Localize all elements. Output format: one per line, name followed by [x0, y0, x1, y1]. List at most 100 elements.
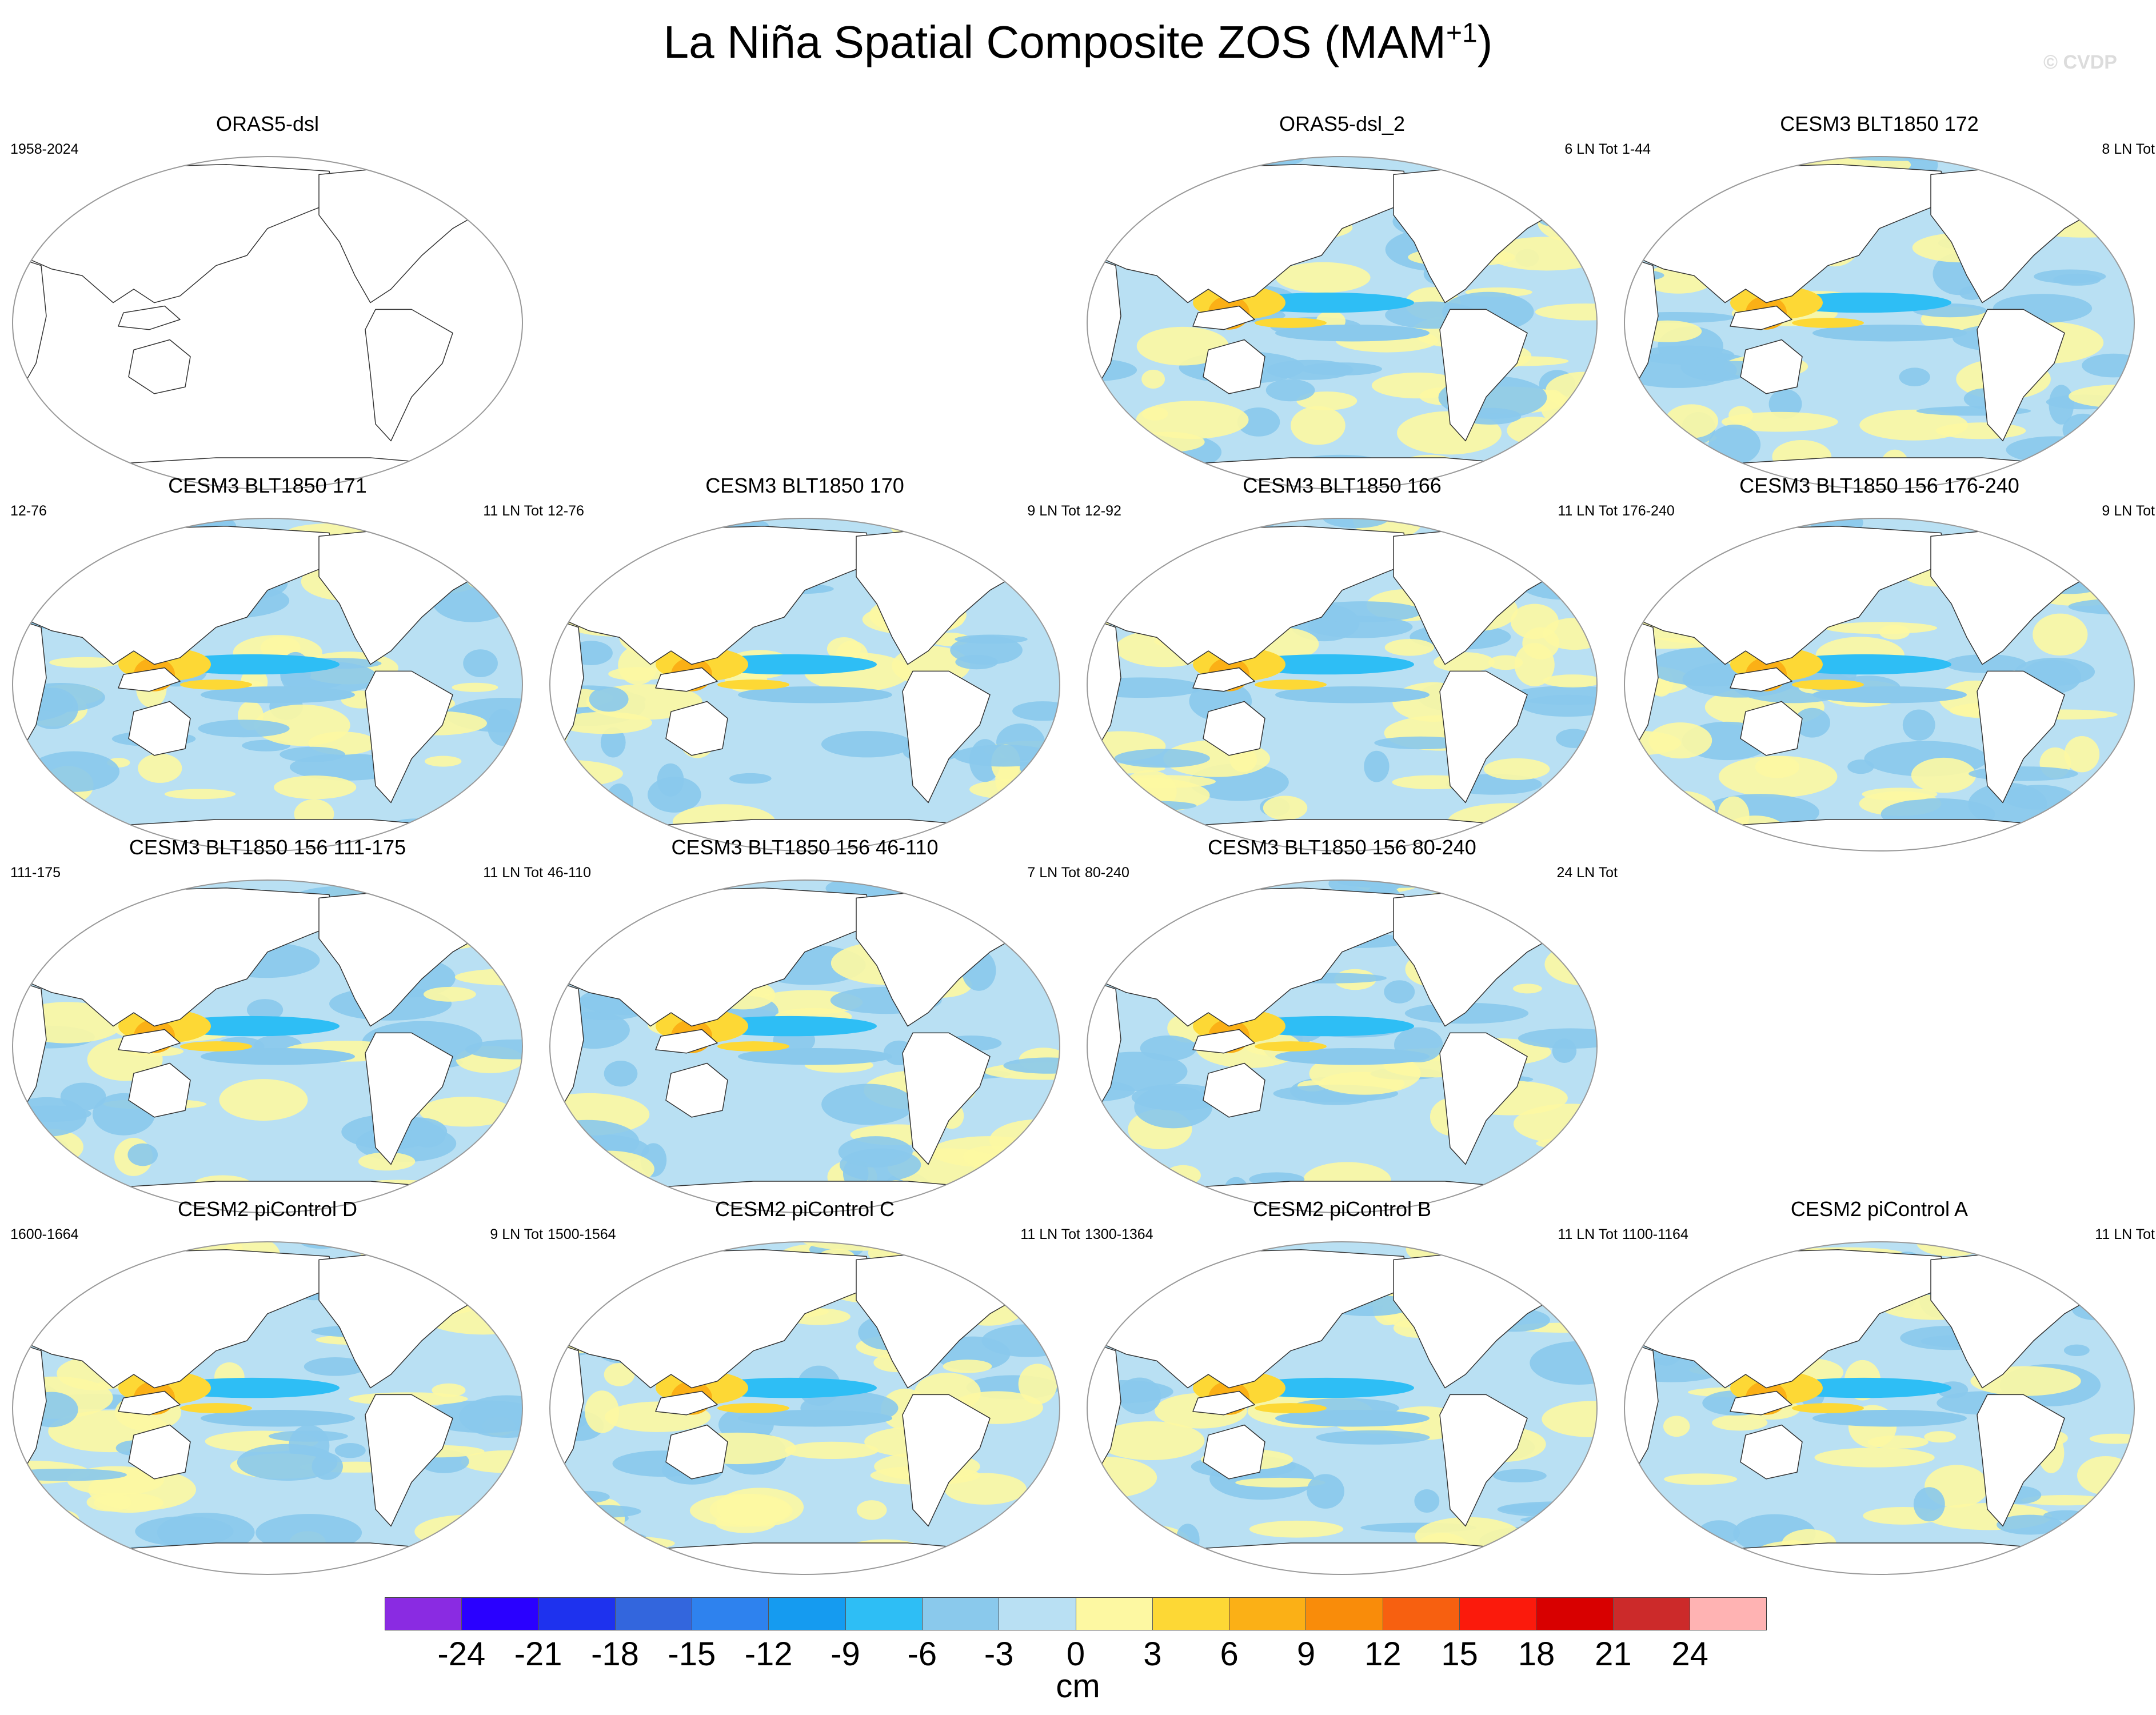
map-panel: CESM2 piControl B 1300-1364 11 LN Tot	[1085, 1197, 1618, 1575]
panel-event-count: 9 LN Tot	[2102, 503, 2155, 519]
colorbar-swatch	[1076, 1598, 1153, 1630]
map-panel: CESM3 BLT1850 166 12-92 11 LN Tot	[1085, 474, 1618, 851]
map-svg	[12, 156, 523, 490]
panel-years: 12-76	[548, 503, 584, 519]
panel-event-count: 11 LN Tot	[1558, 1226, 1618, 1242]
panel-event-count: 11 LN Tot	[1558, 503, 1618, 519]
colorbar-swatch	[999, 1598, 1076, 1630]
colorbar-tick-label: 0	[1066, 1636, 1085, 1673]
panel-event-count: 11 LN Tot	[483, 503, 543, 519]
panel-event-count: 11 LN Tot	[2095, 1226, 2155, 1242]
colorbar-swatch	[1613, 1598, 1690, 1630]
panel-title: CESM2 piControl A	[1790, 1197, 1969, 1221]
map-svg	[1624, 156, 2135, 490]
map-panel: CESM3 BLT1850 156 46-110 46-110 7 LN Tot	[548, 835, 1080, 1213]
world-map	[1085, 516, 1622, 862]
map-svg	[549, 518, 1060, 851]
panel-years: 1958-2024	[10, 141, 79, 157]
colorbar-tick-label: -9	[831, 1636, 860, 1673]
cvdp-credit: © CVDP	[2043, 51, 2117, 73]
panel-event-count: 8 LN Tot	[2102, 141, 2155, 157]
map-svg	[1087, 518, 1598, 851]
colorbar-swatch	[1383, 1598, 1460, 1630]
colorbar-tick-label: 18	[1518, 1636, 1555, 1673]
panel-event-count: 9 LN Tot	[1027, 503, 1080, 519]
panel-event-count: 11 LN Tot	[483, 865, 543, 881]
panel-title: CESM3 BLT1850 170	[705, 474, 904, 497]
panel-title: CESM2 piControl B	[1252, 1197, 1432, 1221]
colorbar-swatch	[769, 1598, 846, 1630]
colorbar-tick-label: -3	[984, 1636, 1014, 1673]
panel-title: CESM3 BLT1850 156 111-175	[129, 835, 406, 859]
world-map	[1622, 154, 2156, 501]
panel-title: CESM3 BLT1850 156 46-110	[671, 835, 939, 859]
map-panel: CESM3 BLT1850 156 176-240 176-240 9 LN Tot	[1622, 474, 2155, 851]
panel-years: 176-240	[1622, 503, 1675, 519]
panel-years: 80-240	[1085, 865, 1129, 881]
world-map	[1085, 154, 1622, 501]
world-map	[548, 516, 1085, 862]
panel-title: CESM3 BLT1850 172	[1780, 112, 1979, 135]
panel-years: 1100-1164	[1622, 1226, 1688, 1242]
map-panel: CESM3 BLT1850 156 80-240 80-240 24 LN Tot	[1085, 835, 1618, 1213]
colorbar	[385, 1597, 1767, 1630]
map-panel: CESM2 piControl C 1500-1564 11 LN Tot	[548, 1197, 1080, 1575]
world-map	[10, 516, 548, 862]
map-svg	[1087, 156, 1598, 490]
map-svg	[12, 1241, 523, 1575]
panel-event-count: 11 LN Tot	[1020, 1226, 1080, 1242]
map-svg	[1087, 880, 1598, 1213]
map-svg	[12, 518, 523, 851]
panel-title: CESM2 piControl C	[714, 1197, 895, 1221]
panel-title: CESM3 BLT1850 166	[1243, 474, 1442, 497]
world-map	[1622, 1240, 2156, 1586]
panel-title: CESM3 BLT1850 171	[168, 474, 367, 497]
world-map	[1085, 878, 1622, 1224]
panel-title: CESM3 BLT1850 156 80-240	[1208, 835, 1476, 859]
colorbar-swatch	[1459, 1598, 1537, 1630]
colorbar-tick-label: -6	[907, 1636, 937, 1673]
panel-years: 12-76	[10, 503, 47, 519]
colorbar-tick-label: -18	[591, 1636, 639, 1673]
colorbar-tick-label: 24	[1671, 1636, 1708, 1673]
panel-years: 111-175	[10, 865, 61, 881]
map-svg	[12, 880, 523, 1213]
colorbar-tick-label: -24	[437, 1636, 486, 1673]
colorbar-swatch	[615, 1598, 693, 1630]
colorbar-tick-label: 15	[1441, 1636, 1478, 1673]
world-map	[548, 1240, 1085, 1586]
colorbar-swatch	[385, 1598, 462, 1630]
panel-event-count: 9 LN Tot	[490, 1226, 543, 1242]
panel-years: 1-44	[1622, 141, 1651, 157]
colorbar-tick-label: -15	[668, 1636, 716, 1673]
panel-years: 46-110	[548, 865, 591, 881]
map-panel: CESM2 piControl D 1600-1664 9 LN Tot	[10, 1197, 543, 1575]
panel-title: CESM2 piControl D	[177, 1197, 358, 1221]
map-svg	[1624, 1241, 2135, 1575]
map-panel: CESM3 BLT1850 172 1-44 8 LN Tot	[1622, 112, 2155, 490]
map-svg	[1624, 518, 2135, 851]
colorbar-tick-label: -21	[514, 1636, 562, 1673]
figure-title: La Niña Spatial Composite ZOS (MAM+1)	[663, 17, 1493, 67]
panel-years: 1600-1664	[10, 1226, 79, 1242]
colorbar-units: cm	[1056, 1668, 1100, 1705]
colorbar-tick-label: 12	[1364, 1636, 1402, 1673]
panel-title: ORAS5-dsl	[215, 112, 320, 135]
panel-event-count: 6 LN Tot	[1564, 141, 1618, 157]
colorbar-swatch	[845, 1598, 923, 1630]
panel-title: ORAS5-dsl_2	[1279, 112, 1406, 135]
map-panel: ORAS5-dsl 1958-2024	[10, 112, 525, 490]
colorbar-swatch	[1152, 1598, 1230, 1630]
colorbar-swatch	[1536, 1598, 1614, 1630]
colorbar-swatch	[1229, 1598, 1307, 1630]
colorbar-swatch	[1690, 1598, 1767, 1630]
colorbar-tick-label: -12	[744, 1636, 793, 1673]
colorbar-tick-label: 3	[1143, 1636, 1162, 1673]
world-map	[10, 154, 548, 501]
map-panel: ORAS5-dsl_2 6 LN Tot	[1085, 112, 1618, 490]
map-panel: CESM3 BLT1850 156 111-175 111-175 11 LN To…	[10, 835, 543, 1213]
map-panel: CESM3 BLT1850 171 12-76 11 LN Tot	[10, 474, 543, 851]
panel-years: 12-92	[1085, 503, 1121, 519]
colorbar-tick-label: 21	[1595, 1636, 1632, 1673]
colorbar-tick-label: 9	[1296, 1636, 1316, 1673]
